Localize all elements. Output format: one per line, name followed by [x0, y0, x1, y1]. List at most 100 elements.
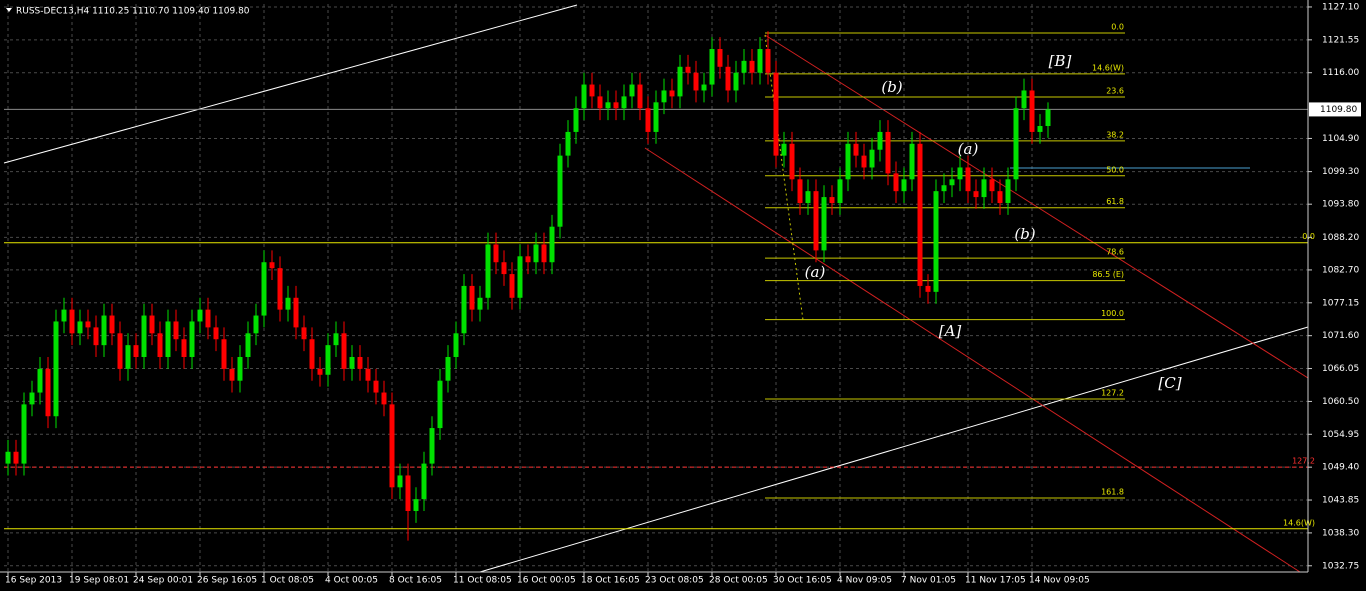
- candle-body: [1037, 126, 1043, 132]
- candle-body: [637, 84, 643, 109]
- candle-body: [269, 262, 275, 269]
- trend-line: [3, 4, 578, 164]
- candle-body: [653, 102, 659, 132]
- x-tick-label: 11 Oct 08:05: [453, 576, 512, 586]
- candle-body: [877, 131, 883, 150]
- y-tick-label: 1032.75: [1322, 561, 1359, 571]
- candle-body: [709, 49, 715, 85]
- y-tick-label: 1093.80: [1322, 200, 1359, 210]
- candle-body: [813, 191, 819, 251]
- x-tick-label: 7 Nov 01:05: [901, 576, 956, 586]
- fib-label: 86.5 (E): [1092, 270, 1124, 279]
- level-label: 0.0: [1302, 232, 1315, 241]
- y-tick-label: 1049.40: [1322, 463, 1359, 473]
- candle-body: [397, 475, 403, 488]
- x-tick-label: 16 Oct 00:05: [517, 576, 576, 586]
- y-tick-label: 1043.85: [1322, 496, 1359, 506]
- candle-body: [101, 315, 107, 346]
- candle-body: [429, 428, 435, 464]
- candle-body: [973, 191, 979, 198]
- candle-body: [253, 315, 259, 334]
- candle-body: [245, 333, 251, 358]
- candle-body: [773, 72, 779, 156]
- candle-body: [997, 191, 1003, 204]
- candle-body: [221, 339, 227, 369]
- x-tick-label: 14 Nov 09:05: [1029, 576, 1090, 586]
- candle-body: [509, 274, 515, 298]
- candle-body: [853, 143, 859, 156]
- candle-body: [677, 66, 683, 97]
- candle-body: [621, 96, 627, 109]
- candle-body: [157, 333, 163, 358]
- candle-body: [717, 49, 723, 67]
- candle-body: [837, 179, 843, 204]
- candle-body: [693, 72, 699, 91]
- x-tick-label: 4 Nov 09:05: [837, 576, 892, 586]
- candle-body: [93, 327, 99, 346]
- candle-body: [829, 197, 835, 204]
- candle-body: [477, 297, 483, 310]
- candle-body: [765, 49, 771, 73]
- candle-body: [757, 49, 763, 73]
- candle-body: [573, 108, 579, 132]
- candle-body: [549, 226, 555, 263]
- candle-body: [165, 321, 171, 358]
- candle-body: [325, 345, 331, 375]
- wave-label: [B]: [1049, 52, 1072, 70]
- candle-body: [1029, 90, 1035, 132]
- candle-body: [13, 451, 19, 464]
- candle-body: [405, 475, 411, 511]
- candle-body: [213, 327, 219, 340]
- candle-body: [861, 155, 867, 168]
- level-label: 127.2: [1292, 457, 1315, 466]
- candle-body: [533, 244, 539, 263]
- candles: [5, 31, 1051, 541]
- candle-body: [1021, 90, 1027, 109]
- y-tick-label: 1082.70: [1322, 265, 1359, 275]
- x-tick-label: 28 Oct 00:05: [709, 576, 768, 586]
- candle-body: [77, 321, 83, 334]
- candle-body: [141, 315, 147, 358]
- candle-body: [965, 167, 971, 192]
- candle-body: [85, 321, 91, 328]
- candle-body: [5, 451, 11, 464]
- y-tick-label: 1104.90: [1322, 134, 1359, 144]
- candle-body: [61, 309, 67, 322]
- price-tag-label: 1109.80: [1320, 105, 1357, 115]
- x-tick-label: 1 Oct 08:05: [261, 576, 314, 586]
- fib-label: 0.0: [1111, 23, 1124, 32]
- y-tick-label: 1127.10: [1322, 2, 1359, 12]
- candle-body: [957, 167, 963, 180]
- channel-line: [764, 34, 1309, 379]
- x-tick-label: 23 Oct 08:05: [645, 576, 704, 586]
- y-tick-label: 1060.50: [1322, 397, 1359, 407]
- candle-body: [845, 143, 851, 180]
- candle-body: [445, 357, 451, 381]
- candle-body: [917, 143, 923, 286]
- candle-body: [45, 368, 51, 417]
- candle-body: [901, 179, 907, 192]
- candle-body: [109, 315, 115, 334]
- candle-body: [301, 327, 307, 340]
- candle-body: [885, 131, 891, 174]
- candle-body: [181, 339, 187, 358]
- candle-body: [501, 262, 507, 275]
- candle-body: [237, 357, 243, 381]
- candle-body: [749, 60, 755, 73]
- candle-body: [629, 84, 635, 97]
- candle-body: [597, 96, 603, 109]
- candle-body: [341, 333, 347, 369]
- x-tick-label: 8 Oct 16:05: [389, 576, 442, 586]
- x-tick-label: 18 Oct 16:05: [581, 576, 640, 586]
- candle-body: [869, 149, 875, 168]
- y-tick-label: 1077.15: [1322, 298, 1359, 308]
- menu-arrow[interactable]: [6, 8, 12, 12]
- y-tick-label: 1066.05: [1322, 364, 1359, 374]
- candle-body: [949, 179, 955, 186]
- candle-body: [741, 60, 747, 73]
- fib-label: 61.8: [1106, 197, 1124, 206]
- fib-label: 127.2: [1101, 389, 1124, 398]
- candle-body: [909, 143, 915, 180]
